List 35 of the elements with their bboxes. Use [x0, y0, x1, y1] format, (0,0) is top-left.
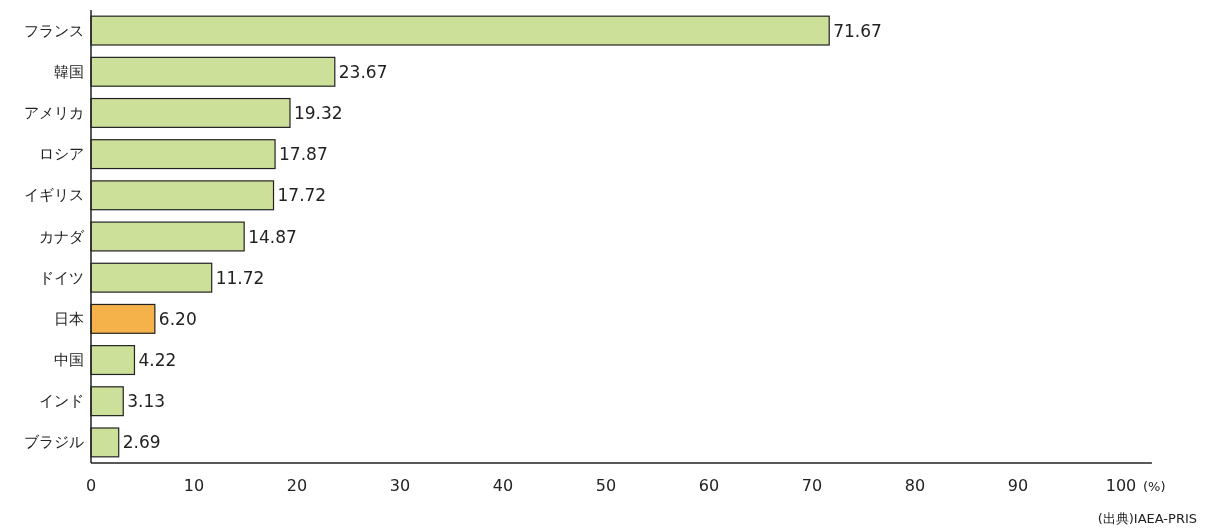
x-axis-title: (%): [1143, 479, 1166, 494]
y-tick-label: 日本: [54, 309, 84, 328]
x-tick-label: 40: [492, 476, 514, 495]
x-tick-label: 20: [286, 476, 308, 495]
x-tick-label: 90: [1007, 476, 1029, 495]
y-tick-label: 韓国: [54, 62, 84, 81]
x-tick-label: 80: [904, 476, 926, 495]
data-label: 17.72: [277, 185, 327, 206]
x-tick-label: 0: [85, 476, 97, 495]
text: (出典)IAEA-PRIS: [1097, 511, 1197, 526]
y-tick-label: カナダ: [39, 227, 85, 246]
y-tick-label: フランス: [24, 21, 84, 40]
data-label: 14.87: [248, 226, 297, 247]
x-tick-label: 100: [1105, 476, 1137, 495]
y-tick-label: ロシア: [39, 145, 84, 164]
y-tick-label: 中国: [54, 351, 84, 370]
data-label: 11.72: [215, 267, 265, 288]
y-tick-label: インド: [39, 392, 84, 411]
data-label: 19.32: [294, 102, 343, 123]
data-label: 3.13: [127, 391, 166, 412]
data-label: 17.87: [279, 144, 328, 165]
y-tick-label: ドイツ: [39, 268, 84, 287]
y-tick-label: アメリカ: [24, 103, 84, 122]
x-tick-label: 70: [801, 476, 823, 495]
data-label: 2.69: [122, 432, 161, 453]
y-tick-label: イギリス: [24, 186, 84, 205]
data-label: 23.67: [338, 61, 388, 82]
x-tick-label: 60: [698, 476, 720, 495]
y-tick-label: ブラジル: [24, 433, 84, 452]
x-tick-label: 50: [595, 476, 617, 495]
x-tick-label: 30: [389, 476, 411, 495]
data-label: 71.67: [833, 20, 882, 41]
x-tick-label: 10: [183, 476, 205, 495]
data-label: 4.22: [138, 350, 177, 371]
data-label: 6.20: [158, 308, 197, 329]
